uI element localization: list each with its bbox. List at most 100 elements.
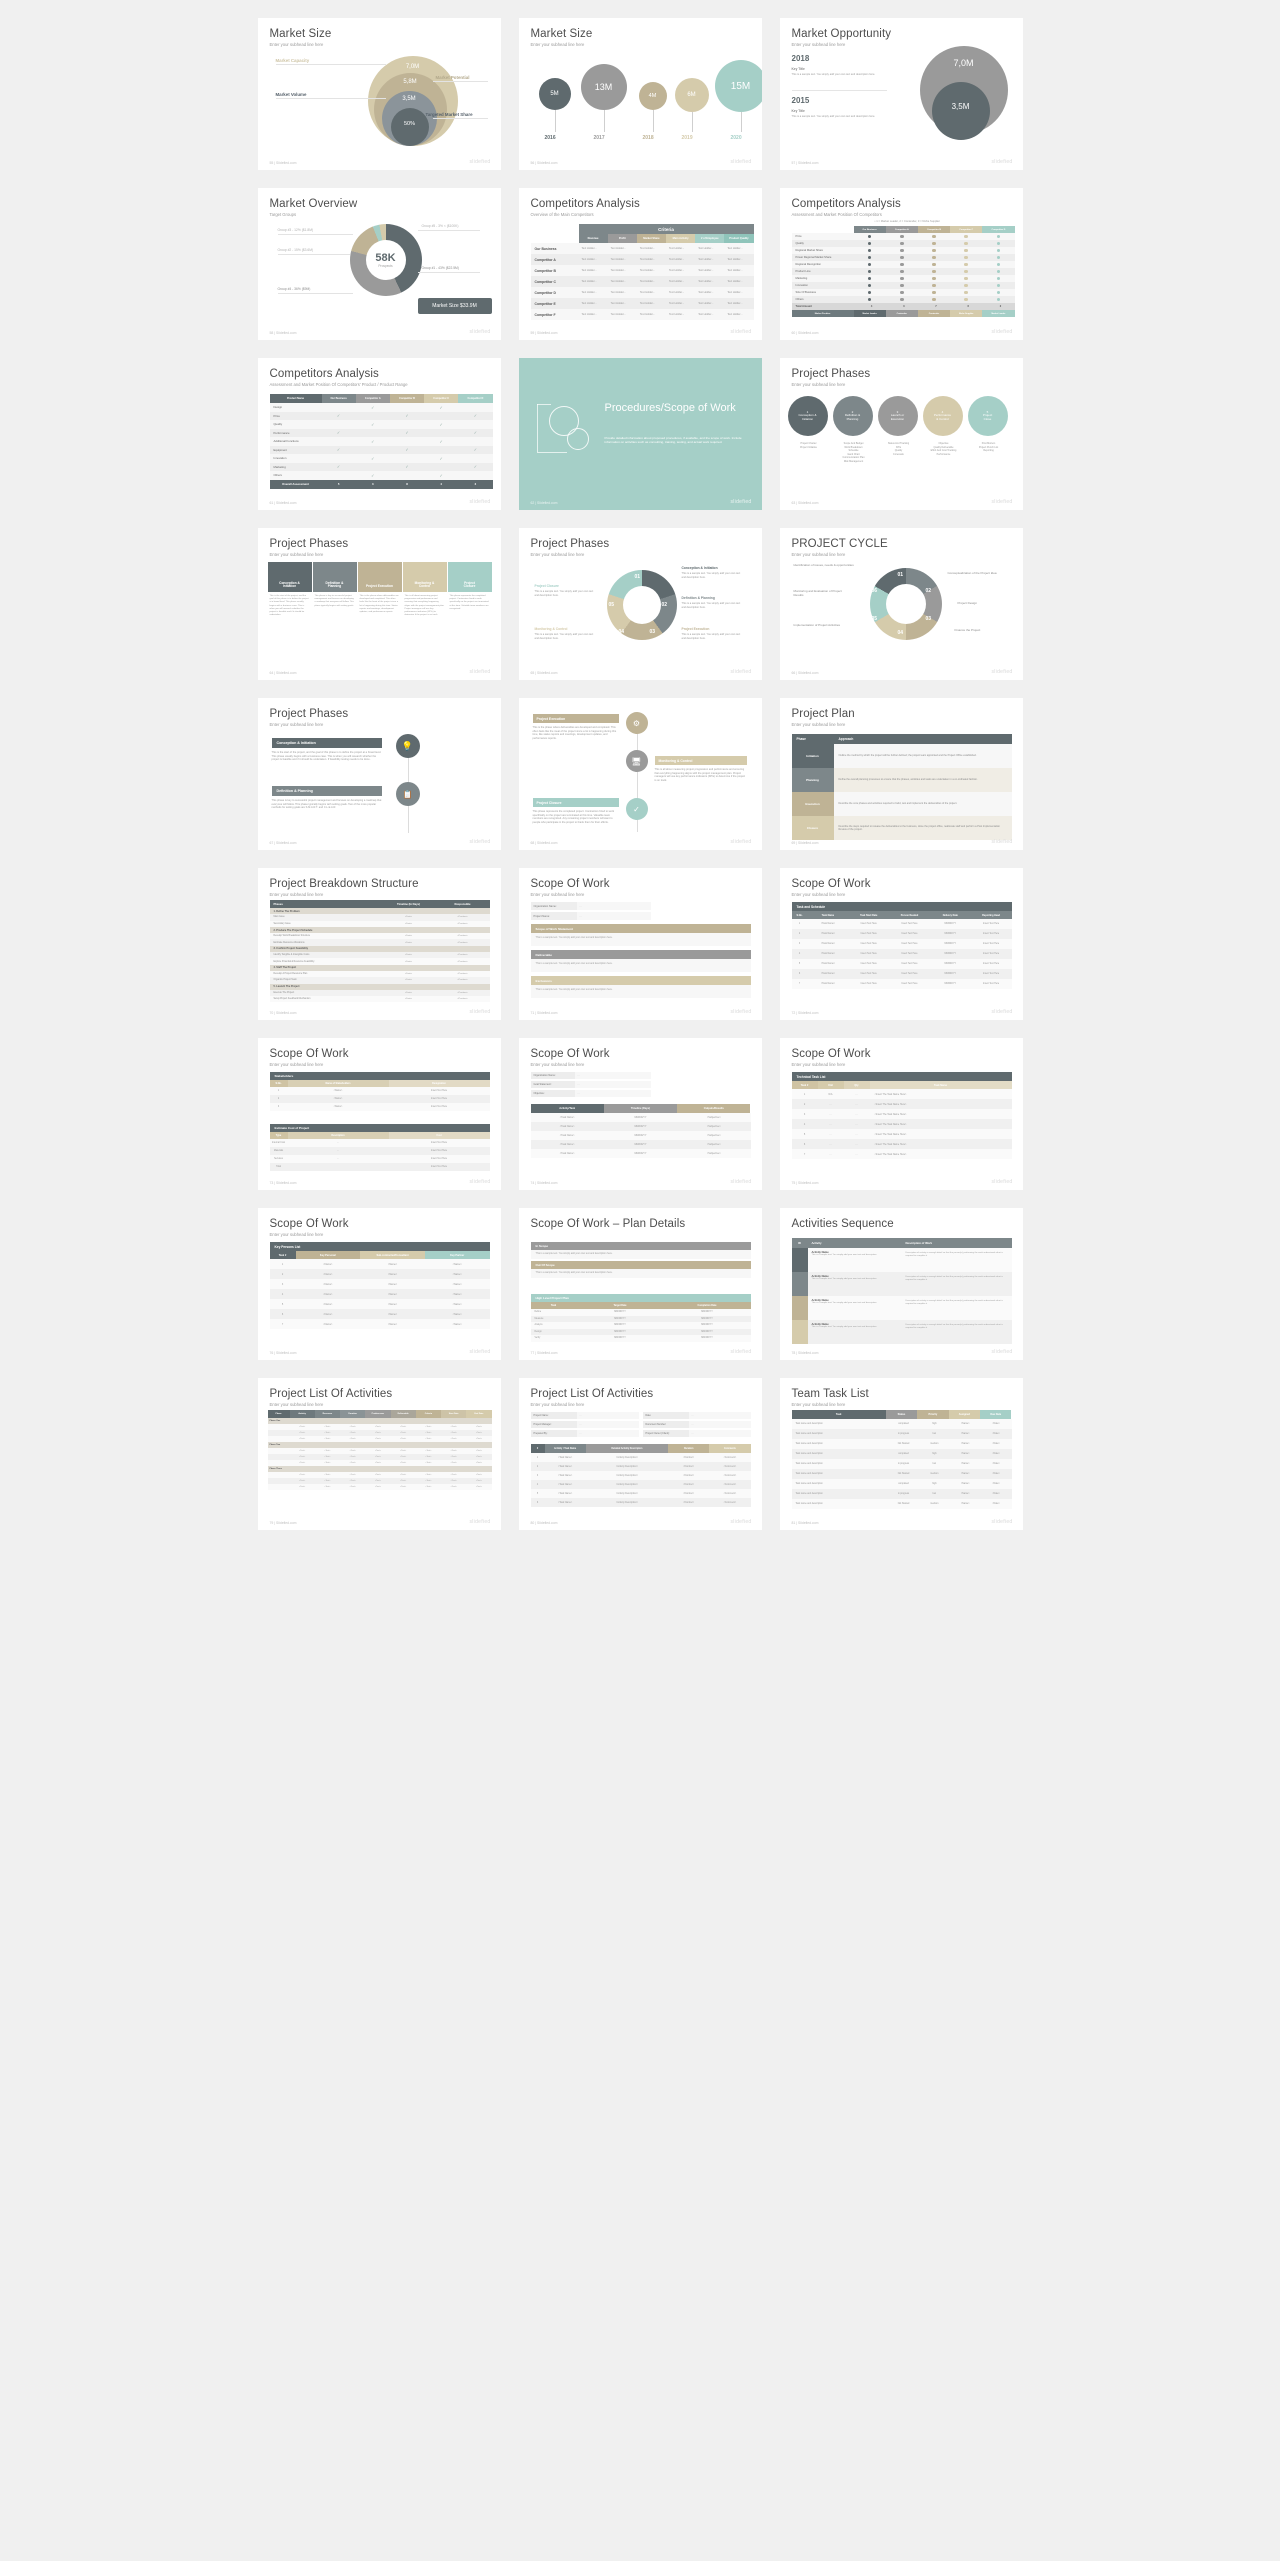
field-value[interactable]: ...	[688, 1421, 751, 1428]
table-row[interactable]: Additional Functions ✓ ✓	[269, 437, 493, 446]
form-field[interactable]: Date:...	[642, 1412, 751, 1419]
slide-thumbnail-14[interactable]: Project Execution This is the phase wher…	[518, 698, 762, 850]
table-row[interactable]: 6 <Task Name> <Activity Description> <Numbe…	[530, 1498, 751, 1507]
table-row[interactable]: Marketing ✓ ✓ ✓	[269, 462, 493, 471]
table-row[interactable]: 7 <Name> <Name> <Name>	[269, 1319, 490, 1329]
table-row[interactable]: Others	[791, 296, 1015, 303]
table-row[interactable]: 2 <Task Name> <Activity Description> <Numbe…	[530, 1462, 751, 1471]
slide-thumbnail-11[interactable]: Project Phases Enter your subhead line h…	[518, 528, 762, 680]
slide-thumbnail-6[interactable]: Competitors Analysis Assessment and Mark…	[779, 188, 1023, 340]
table-row[interactable]: Innovation ✓ ✓	[269, 454, 493, 463]
slide-thumbnail-16[interactable]: Project Breakdown Structure Enter your s…	[257, 868, 501, 1020]
table-row[interactable]: Explore Potential & Resource Feasibility…	[269, 958, 490, 965]
field-value[interactable]: ...	[574, 1072, 651, 1079]
slide-thumbnail-17[interactable]: Scope Of Work Enter your subhead line he…	[518, 868, 762, 1020]
table-row[interactable]: Competitor D Text Holder... Text Holder...…	[530, 287, 754, 298]
table-row[interactable]: 2 <Task Name> Insert Text Here Insert Text …	[791, 929, 1012, 939]
field-value[interactable]: ...	[576, 902, 651, 910]
table-row[interactable]: Identify Tangible & Intangible Costs <Dat…	[269, 952, 490, 959]
form-field[interactable]: Organization Name:...	[530, 902, 651, 910]
slide-thumbnail-25[interactable]: Project List Of Activities Enter your su…	[257, 1378, 501, 1530]
form-field[interactable]: Organization Name:...	[530, 1072, 651, 1079]
phase-circle[interactable]: 2 Definition & Planning	[832, 396, 873, 436]
phase-column[interactable]: Monitoring & Control This is all about me…	[402, 562, 447, 667]
table-row[interactable]: <Text> <Text> <Text> <Text> <Text> <Text> <Tex…	[267, 1472, 492, 1478]
form-field[interactable]: Project Name:...	[530, 912, 651, 920]
table-row[interactable]: 5 <Name> <Name> <Name>	[269, 1299, 490, 1309]
table-row[interactable]: Price	[791, 233, 1015, 240]
table-row[interactable]: 7...... <Insert The Task Name Here>	[791, 1149, 1012, 1159]
field-value[interactable]: ...	[576, 1412, 639, 1419]
table-row[interactable]: Develop Work Breakdown Structure <Date> <P…	[269, 933, 490, 940]
slide-thumbnail-23[interactable]: Scope Of Work – Plan Details In Scope Thi…	[518, 1208, 762, 1360]
table-row[interactable]: <Text> <Text> <Text> <Text> <Text> <Text> <Tex…	[267, 1430, 492, 1436]
table-row[interactable]: Estimate Resource Allocations <Date> <Posi…	[269, 939, 490, 946]
phase-column[interactable]: Project Closure This phase represents the…	[447, 562, 492, 667]
table-row[interactable]: Design ✓ ✓	[269, 403, 493, 412]
table-row[interactable]: 2. Produce The Project Schedule	[269, 926, 490, 934]
table-row[interactable]: Measure MM/DD/YY MM/DD/YY	[530, 1315, 751, 1322]
table-row[interactable]: <Text> <Text> <Text> <Text> <Text> <Text> <Tex…	[267, 1460, 492, 1466]
table-row[interactable]: Task name and description Not Started medi…	[791, 1469, 1012, 1479]
form-field[interactable]: Prepared By:...	[530, 1430, 639, 1437]
table-row[interactable]: Power Regional Market Share	[791, 254, 1015, 261]
table-row[interactable]: Services... Insert Text Here	[269, 1155, 490, 1163]
slide-thumbnail-13[interactable]: Project Phases Enter your subhead line h…	[257, 698, 501, 850]
table-row[interactable]: Marketing	[791, 275, 1015, 282]
table-row[interactable]: 1 <Name> Insert Text Here	[269, 1087, 490, 1095]
table-row[interactable]: Innovation	[791, 282, 1015, 289]
table-row[interactable]: 5. Launch The Project	[269, 983, 490, 990]
table-row[interactable]: Task name and description Not Started medi…	[791, 1499, 1012, 1509]
phase-circle[interactable]: 1 Conception & Initiation	[787, 396, 828, 436]
slide-thumbnail-4[interactable]: Market Overview Target Groups 58K Prospe…	[257, 188, 501, 340]
table-row[interactable]: 3 <Name> Insert Text Here	[269, 1103, 490, 1111]
table-row[interactable]: <Text> <Text> <Text> <Text> <Text> <Text> <Tex…	[267, 1424, 492, 1430]
table-row[interactable]: 5...... <Insert The Task Name Here>	[791, 1129, 1012, 1139]
table-row[interactable]: Task name and description completed high <N…	[791, 1449, 1012, 1459]
form-field[interactable]: Objective:...	[530, 1090, 651, 1097]
table-row[interactable]: <Task Name> MM/DD/YY <Subjective>	[530, 1140, 751, 1149]
table-row[interactable]: <Text> <Text> <Text> <Text> <Text> <Text> <Tex…	[267, 1436, 492, 1442]
slide-thumbnail-18[interactable]: Scope Of Work Enter your subhead line he…	[779, 868, 1023, 1020]
table-row[interactable]: Regional Recognition	[791, 261, 1015, 268]
table-row[interactable]: Verify MM/DD/YY MM/DD/YY	[530, 1335, 751, 1342]
table-row[interactable]: 6...... <Insert The Task Name Here>	[791, 1139, 1012, 1149]
phase-circle[interactable]: 4 Performance & Control	[922, 396, 963, 436]
table-row[interactable]: Performance ✓ ✓ ✓	[269, 428, 493, 437]
table-row[interactable]: Total Insert Text Here	[269, 1163, 490, 1171]
table-row[interactable]: Regional Market Share	[791, 247, 1015, 254]
table-row[interactable]: 1. Define The Problem	[269, 908, 490, 915]
table-row[interactable]: 2...... <Insert The Task Name Here>	[791, 1099, 1012, 1109]
table-row[interactable]: Internal Cost... Insert Text Here	[269, 1139, 490, 1147]
table-row[interactable]: 7 <Task Name> Insert Text Here Insert Text …	[791, 979, 1012, 989]
field-value[interactable]: ...	[576, 1430, 639, 1437]
table-row[interactable]: Organize Project Team <Date> <Position>	[269, 977, 490, 984]
table-row[interactable]: Competitor C Text Holder... Text Holder...…	[530, 276, 754, 287]
table-row[interactable]: 3 <Task Name> Insert Text Here Insert Text …	[791, 939, 1012, 949]
table-row[interactable]: Quality ✓ ✓	[269, 420, 493, 429]
table-row[interactable]: 1 N/A... <Insert The Task Name Here>	[791, 1089, 1012, 1099]
phase-column[interactable]: Project Execution This is the phase where…	[357, 562, 402, 667]
table-row[interactable]: Analyze MM/DD/YY MM/DD/YY	[530, 1322, 751, 1329]
table-row[interactable]: 3 <Name> <Name> <Name>	[269, 1279, 490, 1289]
table-row[interactable]: <Task Name> MM/DD/YY <Subjective>	[530, 1149, 751, 1158]
slide-thumbnail-22[interactable]: Scope Of Work Enter your subhead line he…	[257, 1208, 501, 1360]
table-row[interactable]: Competitor E Text Holder... Text Holder...…	[530, 298, 754, 309]
table-row[interactable]: Activity Name This is a sample text. You …	[791, 1248, 1012, 1272]
table-row[interactable]: Task name and description completed high <N…	[791, 1419, 1012, 1429]
slide-thumbnail-3[interactable]: Market Opportunity Enter your subhead li…	[779, 18, 1023, 170]
table-row[interactable]: 1 <Name> <Name> <Name>	[269, 1259, 490, 1269]
table-row[interactable]: Design MM/DD/YY MM/DD/YY	[530, 1328, 751, 1335]
table-row[interactable]: Initiation Outline the method by which th…	[791, 744, 1012, 768]
table-row[interactable]: <Text> <Text> <Text> <Text> <Text> <Text> <Tex…	[267, 1448, 492, 1454]
form-field[interactable]: Goal Statement:...	[530, 1081, 651, 1088]
form-field[interactable]: Project Owner (Client):...	[642, 1430, 751, 1437]
table-row[interactable]: <Task Name> MM/DD/YY <Subjective>	[530, 1131, 751, 1140]
table-row[interactable]: Planning Define the overall planning proc…	[791, 768, 1012, 792]
field-value[interactable]: ...	[576, 1421, 639, 1428]
slide-thumbnail-10[interactable]: Project Phases Enter your subhead line h…	[257, 528, 501, 680]
table-row[interactable]: Activity Name This is a sample text. You …	[791, 1320, 1012, 1344]
table-row[interactable]: Task name and description in progress low <…	[791, 1489, 1012, 1499]
table-row[interactable]: <Task Name> MM/DD/YY <Subjective>	[530, 1122, 751, 1131]
table-row[interactable]: Task name and description in progress low <…	[791, 1429, 1012, 1439]
